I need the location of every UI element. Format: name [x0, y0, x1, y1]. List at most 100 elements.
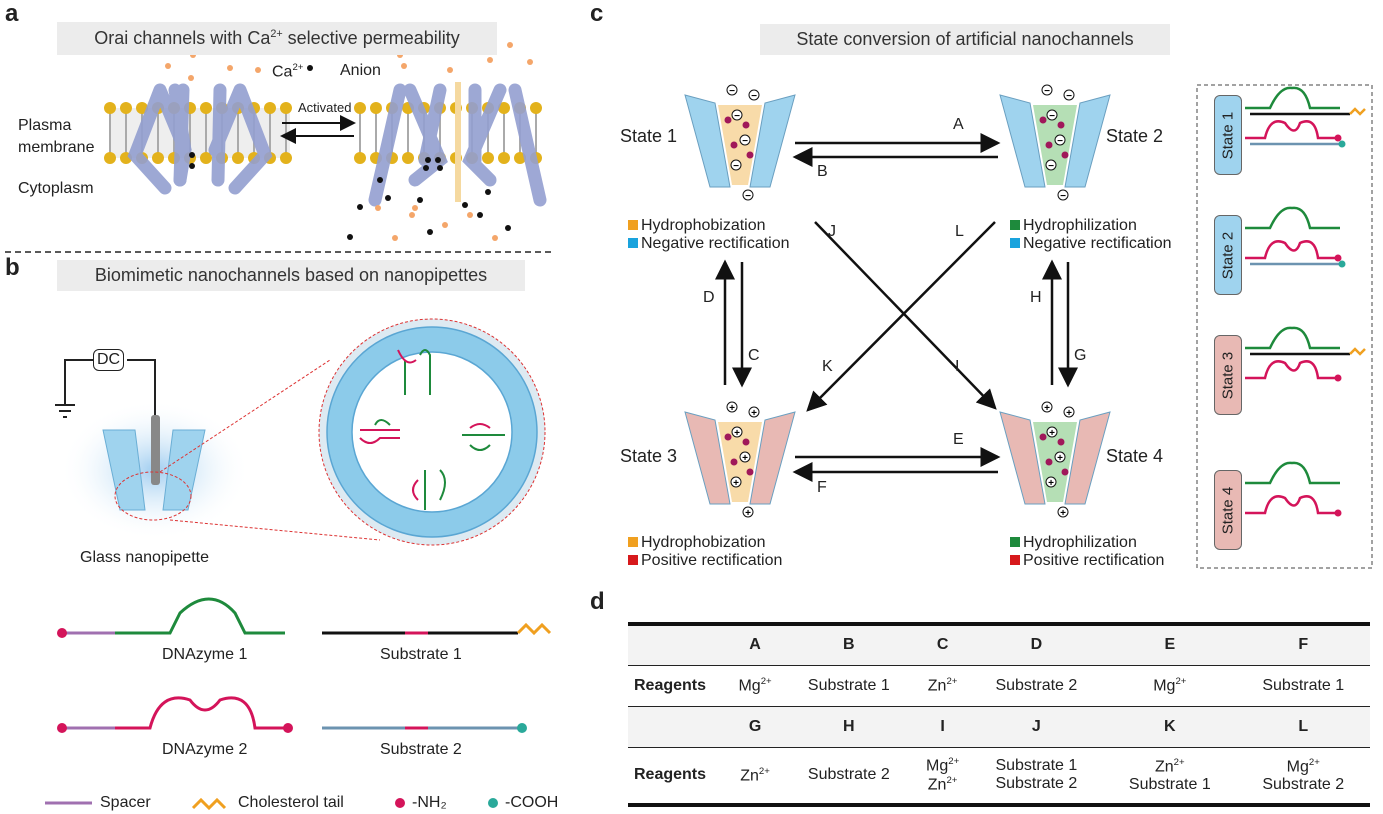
activated-label: Activated	[298, 100, 352, 115]
anion	[505, 225, 511, 231]
electrode	[151, 415, 160, 485]
anion	[477, 212, 483, 218]
nanochannel-state-3: + + + + + +	[684, 401, 796, 519]
svg-text:+: +	[742, 453, 748, 464]
lipid-head	[232, 152, 244, 164]
lipid-head	[104, 152, 116, 164]
molecule	[1057, 438, 1065, 446]
text: Negative rectification	[1023, 235, 1172, 252]
legend-state3: State 3	[1214, 335, 1242, 415]
charge	[731, 109, 743, 121]
header-cell: B	[782, 624, 916, 666]
lipid-head	[354, 152, 366, 164]
panel-c-title-text: State conversion of artificial nanochann…	[796, 29, 1134, 49]
anion	[462, 202, 468, 208]
dnazyme1-label: DNAzyme 1	[162, 646, 248, 663]
lipid-head	[280, 102, 292, 114]
charge	[726, 401, 738, 413]
molecule	[1061, 468, 1069, 476]
cell: Zn2+ Substrate 1	[1128, 756, 1211, 793]
plasma-membrane-label: Plasma membrane	[18, 117, 95, 156]
dc-circuit	[55, 359, 156, 420]
header-cell: E	[1103, 624, 1237, 666]
cell: Substrate 1	[1236, 665, 1370, 707]
arrow-label-j: J	[828, 223, 836, 240]
charge	[1054, 451, 1066, 463]
text: State 1	[1219, 111, 1237, 159]
charge	[739, 451, 751, 463]
panel-c-title: State conversion of artificial nanochann…	[760, 24, 1170, 55]
state2-prop2: Negative rectification	[1010, 235, 1172, 253]
molecule	[724, 433, 732, 441]
legend-state2: State 2	[1214, 215, 1242, 295]
charge	[1063, 406, 1075, 418]
ca-ion	[375, 205, 381, 211]
state-arrows	[715, 133, 1078, 482]
zoom-region	[114, 471, 192, 521]
charge	[1046, 426, 1058, 438]
panel-a-title: Orai channels with Ca2+ selective permea…	[57, 22, 497, 55]
arrow-label-c: C	[748, 347, 760, 364]
orai-channel-open	[368, 83, 547, 207]
state2-prop1: Hydrophilization	[1010, 217, 1137, 235]
lipid-head	[200, 102, 212, 114]
arrow-label-a: A	[953, 116, 964, 133]
header-cell: F	[1236, 624, 1370, 666]
anion	[377, 177, 383, 183]
svg-text:−: −	[742, 136, 748, 147]
panel-b-title-text: Biomimetic nanochannels based on nanopip…	[94, 265, 488, 285]
molecule	[1057, 121, 1065, 129]
nanopipette-wall-right	[162, 429, 206, 511]
molecule	[724, 116, 732, 124]
cell: Substrate 1	[782, 665, 916, 707]
row-label: Reagents	[628, 665, 728, 707]
legend-cooh: -COOH	[505, 794, 559, 811]
svg-text:+: +	[1049, 428, 1055, 439]
molecule	[730, 141, 738, 149]
orai-channel-closed	[127, 83, 273, 195]
ca-ion	[442, 222, 448, 228]
anion	[425, 157, 431, 163]
anion	[423, 165, 429, 171]
anion	[385, 195, 391, 201]
ca-ion	[487, 57, 493, 63]
text: Hydrophilization	[1023, 534, 1137, 551]
lipid-head	[402, 152, 414, 164]
text: Positive rectification	[641, 552, 783, 569]
ca-ion	[401, 63, 407, 69]
ca-ion	[188, 75, 194, 81]
molecule	[730, 458, 738, 466]
legend-spacer: Spacer	[100, 794, 151, 811]
charge	[1041, 84, 1053, 96]
panel-label-d: d	[590, 588, 605, 615]
state2-label: State 2	[1106, 126, 1164, 146]
table-row: Reagents Zn2+ Substrate 2 Mg2+ Zn2+ Substrate…	[628, 747, 1370, 805]
ca-ion	[447, 67, 453, 73]
state3-prop1: Hydrophobization	[628, 534, 766, 552]
panel-label-b: b	[5, 254, 20, 281]
lipid-head	[264, 102, 276, 114]
header-cell: H	[782, 706, 916, 748]
charge	[1063, 89, 1075, 101]
arrow-label-d: D	[703, 289, 715, 306]
nanopipette-wall-left	[102, 429, 146, 511]
molecule	[1039, 116, 1047, 124]
charge	[731, 426, 743, 438]
molecule	[742, 121, 750, 129]
cell: Mg2+	[728, 665, 783, 707]
dnazyme1-diagram	[57, 597, 285, 638]
charge	[748, 406, 760, 418]
state3-prop2: Positive rectification	[628, 552, 782, 570]
svg-text:+: +	[733, 478, 739, 489]
ca-ion	[165, 63, 171, 69]
svg-text:+: +	[1048, 478, 1054, 489]
lipid-head	[530, 102, 542, 114]
nanochannel-state-4: + + + + + +	[999, 401, 1111, 519]
arrow-label-e: E	[953, 431, 964, 448]
molecule	[1061, 151, 1069, 159]
nanochannel-state-2: −−−−− −	[999, 84, 1111, 202]
anion	[485, 189, 491, 195]
